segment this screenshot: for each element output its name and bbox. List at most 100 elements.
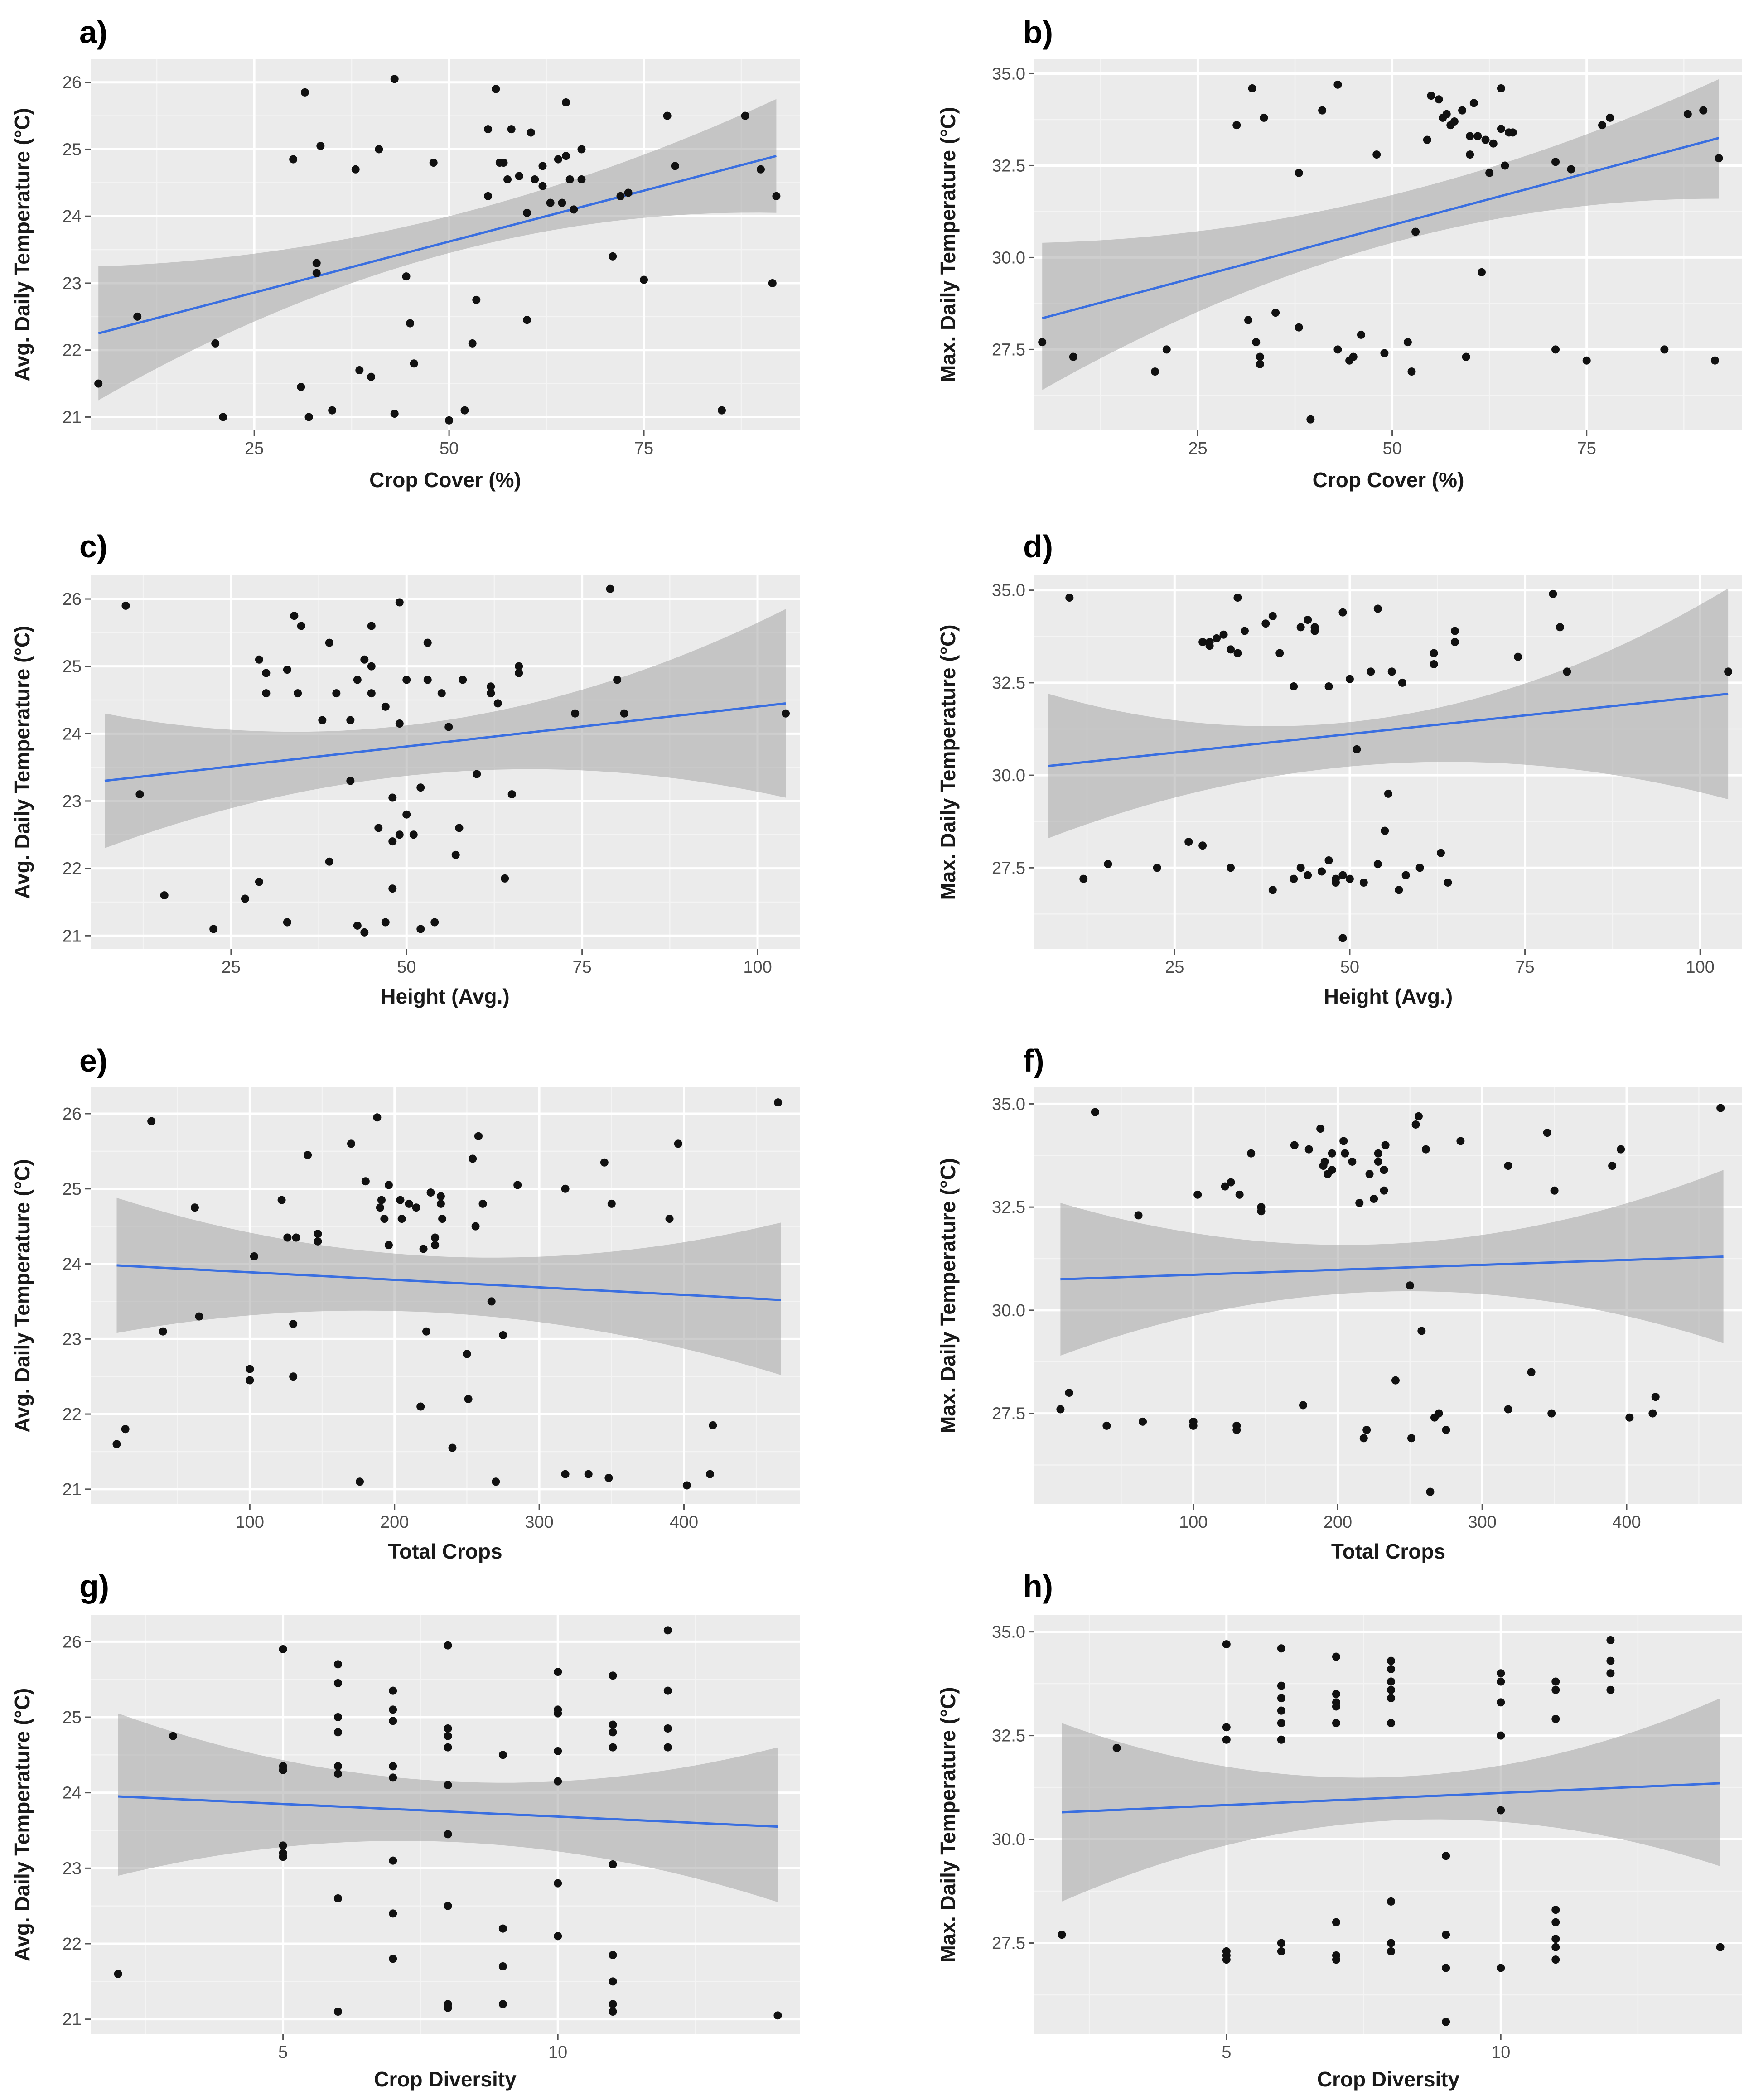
data-point	[1373, 604, 1382, 613]
data-point	[1318, 867, 1326, 876]
data-point	[1079, 874, 1088, 883]
data-point	[498, 1924, 507, 1933]
y-tick-label: 24	[63, 724, 82, 743]
data-point	[600, 1158, 609, 1167]
data-point	[1233, 594, 1242, 602]
data-point	[277, 1196, 286, 1204]
data-point	[498, 2000, 507, 2008]
data-point	[381, 918, 390, 927]
data-point	[279, 1766, 287, 1774]
data-point	[360, 928, 369, 937]
panel-label: c)	[79, 529, 107, 564]
data-point	[1374, 1157, 1382, 1166]
data-point	[1442, 1964, 1450, 1972]
data-point	[325, 638, 333, 647]
data-point	[416, 925, 425, 933]
data-point	[1551, 1906, 1560, 1914]
y-tick-label: 23	[63, 274, 82, 293]
data-point	[1374, 1149, 1382, 1158]
data-point	[333, 1894, 342, 1902]
data-point	[1268, 886, 1277, 894]
data-point	[397, 1215, 406, 1223]
data-point	[431, 1241, 440, 1250]
y-tick-label: 26	[63, 590, 82, 609]
data-point	[451, 850, 460, 859]
data-point	[1403, 338, 1412, 347]
data-point	[1235, 1190, 1244, 1199]
y-tick-label: 27.5	[992, 1405, 1025, 1424]
data-point	[1244, 316, 1253, 324]
data-point	[1442, 1852, 1450, 1860]
data-point	[255, 655, 263, 664]
data-point	[1332, 1702, 1340, 1711]
data-point	[406, 319, 415, 328]
x-axis-title: Height (Avg.)	[381, 985, 510, 1008]
panel-h: 5 10 27.5 30.0 32.5 35.0 Crop Diversity Max. Da…	[936, 1569, 1742, 2091]
data-point	[444, 1641, 452, 1650]
y-axis-title: Max. Daily Temperature (°C)	[936, 1687, 960, 1962]
data-point	[1277, 1939, 1285, 1947]
x-axis-title: Crop Cover (%)	[1313, 468, 1464, 492]
x-tick-label: 75	[1577, 439, 1596, 458]
data-point	[211, 339, 220, 348]
data-point	[389, 1955, 397, 1963]
data-point	[1423, 135, 1431, 144]
y-tick-label: 35.0	[992, 1623, 1025, 1642]
data-point	[1508, 128, 1517, 137]
data-point	[1198, 638, 1207, 647]
data-point	[773, 2011, 782, 2020]
confidence-band	[116, 1197, 781, 1375]
data-point	[1606, 1636, 1615, 1644]
data-point	[1380, 1186, 1388, 1195]
data-point	[620, 709, 628, 718]
data-point	[609, 1728, 617, 1737]
data-point	[1660, 345, 1669, 354]
data-point	[290, 612, 299, 620]
y-tick-label: 27.5	[992, 1934, 1025, 1953]
data-point	[624, 188, 633, 197]
data-point	[607, 1199, 616, 1208]
data-point	[1381, 826, 1389, 835]
y-tick-label: 22	[63, 1405, 82, 1424]
data-point	[1458, 106, 1467, 115]
y-tick-label: 35.0	[992, 1095, 1025, 1114]
data-point	[1551, 1943, 1560, 1951]
data-point	[1038, 338, 1047, 347]
data-point	[1477, 268, 1486, 276]
data-point	[1184, 838, 1193, 846]
data-point	[405, 1199, 413, 1208]
data-point	[289, 155, 298, 164]
data-point	[1277, 1947, 1285, 1955]
data-point	[1436, 849, 1445, 857]
data-point	[390, 75, 399, 83]
data-point	[1349, 352, 1358, 361]
y-tick-label: 21	[63, 2010, 82, 2029]
y-axis-title: Avg. Daily Temperature (°C)	[10, 626, 34, 899]
data-point	[374, 824, 383, 832]
y-tick-label: 24	[63, 1255, 82, 1274]
data-point	[1501, 161, 1509, 170]
y-tick-label: 25	[63, 657, 82, 676]
x-tick-label: 300	[1468, 1513, 1497, 1532]
data-point	[1065, 1389, 1073, 1397]
data-point	[1421, 1145, 1430, 1154]
data-point	[663, 1724, 672, 1733]
data-point	[674, 1139, 682, 1148]
data-point	[1504, 1162, 1512, 1170]
data-point	[1456, 1137, 1465, 1145]
data-point	[671, 162, 679, 170]
data-point	[1370, 1194, 1378, 1203]
regression-line	[1060, 1255, 1724, 1281]
data-point	[1304, 871, 1312, 879]
data-point	[1328, 1166, 1336, 1174]
data-point	[1450, 117, 1459, 126]
data-point	[546, 198, 555, 207]
data-point	[609, 2000, 617, 2008]
data-point	[1189, 1417, 1198, 1426]
data-point	[1551, 345, 1560, 354]
data-point	[114, 1970, 122, 1978]
data-point	[1332, 1955, 1340, 1964]
data-point	[190, 1203, 199, 1212]
data-point	[419, 1245, 428, 1253]
y-tick-label: 25	[63, 1708, 82, 1727]
